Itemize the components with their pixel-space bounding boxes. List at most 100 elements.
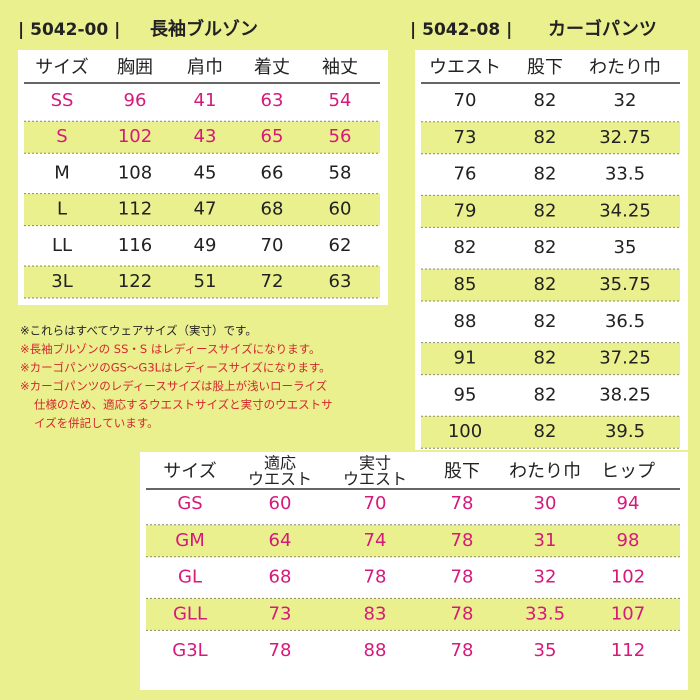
column-header: ヒップ bbox=[601, 461, 655, 482]
table-cell: 33.5 bbox=[605, 164, 645, 185]
table-cell: 39.5 bbox=[605, 421, 645, 442]
note-line: ※カーゴパンツのGS〜G3Lはレディースサイズになります。 bbox=[20, 361, 331, 375]
column-header: 股下 bbox=[527, 57, 563, 78]
table-cell: 78 bbox=[451, 530, 474, 551]
table-panel bbox=[18, 50, 388, 305]
table-cell: 108 bbox=[118, 162, 152, 183]
table-cell: 82 bbox=[454, 237, 477, 258]
note-line: ※これらはすべてウェアサイズ（実寸）です。 bbox=[20, 324, 257, 338]
column-header: 着丈 bbox=[254, 57, 290, 78]
column-header: サイズ bbox=[163, 461, 216, 482]
table-cell: 83 bbox=[364, 603, 387, 624]
table-cell: 112 bbox=[611, 640, 645, 661]
table-cell: 74 bbox=[364, 530, 387, 551]
table-cell: 78 bbox=[451, 493, 474, 514]
table-cell: 70 bbox=[454, 90, 477, 111]
column-header: ウエスト bbox=[429, 57, 501, 78]
table-cell: 100 bbox=[448, 421, 482, 442]
table-cell: 32 bbox=[534, 567, 557, 588]
table-panel bbox=[140, 452, 688, 690]
row-stripe bbox=[421, 416, 680, 449]
table-cell: 72 bbox=[261, 271, 284, 292]
table-cell: 70 bbox=[364, 493, 387, 514]
table-cell: 47 bbox=[194, 199, 217, 220]
table-cell: GM bbox=[175, 530, 204, 551]
table-title: カーゴパンツ bbox=[548, 18, 657, 40]
row-stripe bbox=[146, 598, 680, 631]
table-cell: 31 bbox=[534, 530, 557, 551]
table-cell: 78 bbox=[269, 640, 292, 661]
table-cell: 78 bbox=[451, 567, 474, 588]
table-cell: 85 bbox=[454, 274, 477, 295]
table-cell: L bbox=[57, 199, 67, 220]
table-cell: 51 bbox=[194, 271, 217, 292]
table-cell: 78 bbox=[364, 567, 387, 588]
table-cell: 30 bbox=[534, 493, 557, 514]
table-cell: 41 bbox=[194, 90, 217, 111]
table-cell: 82 bbox=[534, 200, 557, 221]
table-cell: 96 bbox=[124, 90, 147, 111]
column-header: サイズ bbox=[35, 57, 88, 78]
table-cell: 82 bbox=[534, 311, 557, 332]
table-cell: 112 bbox=[118, 199, 152, 220]
table-cell: 37.25 bbox=[599, 348, 651, 369]
table-title: 長袖ブルゾン bbox=[150, 18, 258, 40]
table-cell: 58 bbox=[329, 162, 352, 183]
table-cell: 88 bbox=[364, 640, 387, 661]
table-cell: 95 bbox=[454, 384, 477, 405]
table-cell: 62 bbox=[329, 235, 352, 256]
row-stripe bbox=[24, 193, 380, 226]
column-header: 肩巾 bbox=[187, 57, 223, 78]
table-cell: G3L bbox=[172, 640, 207, 661]
table-cell: GL bbox=[178, 567, 202, 588]
table-cell: 43 bbox=[194, 126, 217, 147]
row-stripe bbox=[24, 266, 380, 298]
table-cell: 70 bbox=[261, 235, 284, 256]
column-header: 実寸 bbox=[359, 454, 391, 473]
table-cell: 34.25 bbox=[599, 200, 651, 221]
table-cell: 35.75 bbox=[599, 274, 651, 295]
table-cell: 60 bbox=[329, 199, 352, 220]
table-cell: 60 bbox=[269, 493, 292, 514]
row-stripe bbox=[421, 342, 680, 375]
table-cell: 65 bbox=[261, 126, 284, 147]
table-cell: 32.75 bbox=[599, 127, 651, 148]
table-cell: 82 bbox=[534, 384, 557, 405]
table-cell: 82 bbox=[534, 90, 557, 111]
table-cell: 64 bbox=[269, 530, 292, 551]
table-cell: 79 bbox=[454, 200, 477, 221]
table-panel bbox=[415, 50, 688, 450]
column-header: わたり巾 bbox=[509, 461, 581, 482]
column-header: 胸囲 bbox=[117, 57, 153, 78]
table-cell: 116 bbox=[118, 235, 152, 256]
table-cell: 49 bbox=[194, 235, 217, 256]
table-cell: GLL bbox=[173, 603, 207, 624]
table-cell: LL bbox=[52, 235, 72, 256]
table-cell: GS bbox=[177, 493, 202, 514]
table-cell: 82 bbox=[534, 127, 557, 148]
table-cell: 78 bbox=[451, 603, 474, 624]
table-cell: 63 bbox=[261, 90, 284, 111]
table-cell: 66 bbox=[261, 162, 284, 183]
table-cell: 3L bbox=[51, 271, 72, 292]
table-cell: 35 bbox=[534, 640, 557, 661]
table-cell: 68 bbox=[269, 567, 292, 588]
table-cell: 82 bbox=[534, 237, 557, 258]
table-cell: S bbox=[56, 126, 67, 147]
table-cell: 107 bbox=[611, 603, 645, 624]
table-cell: 38.25 bbox=[599, 384, 651, 405]
table-cell: 63 bbox=[329, 271, 352, 292]
column-header: ウエスト bbox=[248, 470, 312, 489]
table-cell: 102 bbox=[611, 567, 645, 588]
table-cell: 45 bbox=[194, 162, 217, 183]
note-line: 仕様のため、適応するウエストサイズと実寸のウエストサ bbox=[34, 398, 333, 412]
column-header: わたり巾 bbox=[589, 57, 661, 78]
table-cell: 98 bbox=[617, 530, 640, 551]
table-cell: 76 bbox=[454, 164, 477, 185]
table-cell: 91 bbox=[454, 348, 477, 369]
table-cell: 73 bbox=[454, 127, 477, 148]
table-cell: 32 bbox=[614, 90, 637, 111]
table-cell: 82 bbox=[534, 421, 557, 442]
row-stripe bbox=[421, 121, 680, 154]
